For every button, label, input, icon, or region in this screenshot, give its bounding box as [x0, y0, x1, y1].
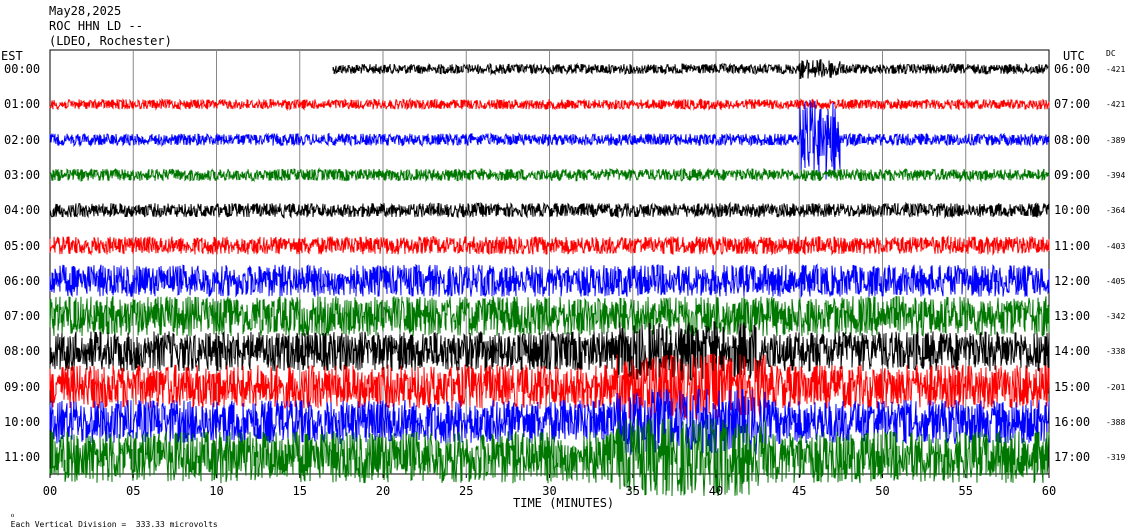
header-date: May28,2025 [49, 4, 122, 18]
right-axis-label: UTC [1063, 49, 1085, 63]
trace-line [49, 167, 1050, 183]
est-hour-label: 06:00 [4, 273, 41, 288]
dc-offset-label: -394 [1106, 170, 1126, 180]
dc-offset-label: -201 [1106, 382, 1126, 392]
x-tick-label: 55 [959, 484, 973, 498]
est-hour-label: 00:00 [4, 62, 41, 76]
dc-offset-label: -403 [1106, 241, 1126, 251]
trace-line [49, 99, 1050, 180]
dc-offset-label: -421 [1106, 100, 1126, 110]
utc-hour-label: 12:00 [1054, 273, 1091, 288]
x-tick-label: 45 [792, 484, 806, 498]
utc-hour-label: 07:00 [1054, 97, 1091, 112]
utc-hour-label: 16:00 [1054, 415, 1091, 429]
trace-line [49, 387, 1050, 455]
trace-line [49, 97, 1050, 112]
x-axis-ticks: 00 05 10 15 20 25 30 35 40 45 50 55 60 [43, 474, 1056, 498]
est-hour-label: 08:00 [4, 344, 41, 359]
est-hour-label: 04:00 [4, 203, 41, 218]
dc-offset-label: -388 [1106, 418, 1126, 427]
est-hour-label: 02:00 [4, 132, 41, 147]
dc-offset-label: -342 [1106, 312, 1126, 322]
utc-hour-label: 10:00 [1054, 203, 1091, 218]
utc-hour-label: 13:00 [1054, 309, 1091, 324]
x-tick-label: 00 [43, 484, 57, 498]
x-tick-label: 30 [542, 484, 556, 498]
trace-line [49, 234, 1050, 257]
trace-line [49, 320, 1050, 382]
utc-hour-label: 11:00 [1054, 238, 1091, 253]
x-tick-label: 10 [209, 484, 223, 498]
x-tick-label: 40 [709, 484, 723, 498]
est-hour-label: 10:00 [4, 415, 41, 429]
dc-label: DC [1106, 49, 1116, 58]
seismogram-plot: 00 05 10 15 20 25 30 35 40 45 50 55 60 [43, 49, 1056, 498]
est-hour-label: 05:00 [4, 238, 41, 253]
dc-offset-label: -364 [1106, 206, 1126, 216]
header-network: (LDEO, Rochester) [49, 34, 172, 48]
x-tick-label: 25 [459, 484, 473, 498]
est-hour-label: 01:00 [4, 97, 41, 112]
utc-hour-label: 15:00 [1054, 379, 1091, 394]
left-axis-label: EST [1, 49, 23, 63]
trace-line [49, 295, 1050, 338]
dc-offset-label: -405 [1106, 276, 1126, 286]
est-hour-label: 07:00 [4, 309, 41, 324]
trace-line [49, 353, 1050, 420]
x-tick-label: 50 [875, 484, 889, 498]
utc-hour-label: 09:00 [1054, 167, 1091, 182]
scale-note-text: Each Vertical Division = 333.33 microvol… [10, 520, 218, 529]
scale-note-icon: ℴ [10, 510, 15, 519]
x-tick-label: 20 [376, 484, 390, 498]
est-hour-label: 11:00 [4, 450, 41, 465]
dc-offset-label: -421 [1106, 65, 1126, 74]
header-station: ROC HHN LD -- [49, 19, 143, 33]
trace-line [49, 263, 1050, 299]
trace-line [332, 59, 1049, 80]
x-axis-label: TIME (MINUTES) [513, 496, 615, 510]
trace-line [49, 201, 1050, 219]
x-tick-label: 05 [126, 484, 140, 498]
utc-hour-label: 08:00 [1054, 132, 1091, 147]
utc-hour-label: 14:00 [1054, 344, 1091, 359]
scale-note: ℴ Each Vertical Division = 333.33 microv… [1, 500, 218, 530]
utc-hour-label: 06:00 [1054, 62, 1091, 76]
est-hour-label: 09:00 [4, 379, 41, 394]
dc-offset-label: -389 [1106, 135, 1126, 145]
x-tick-label: 60 [1042, 484, 1056, 498]
dc-offset-label: -319 [1106, 453, 1126, 463]
x-tick-label: 35 [626, 484, 640, 498]
x-tick-label: 15 [293, 484, 307, 498]
dc-offset-label: -338 [1106, 347, 1126, 357]
seismic-traces [49, 59, 1050, 497]
est-hour-label: 03:00 [4, 167, 41, 182]
utc-hour-label: 17:00 [1054, 450, 1091, 465]
